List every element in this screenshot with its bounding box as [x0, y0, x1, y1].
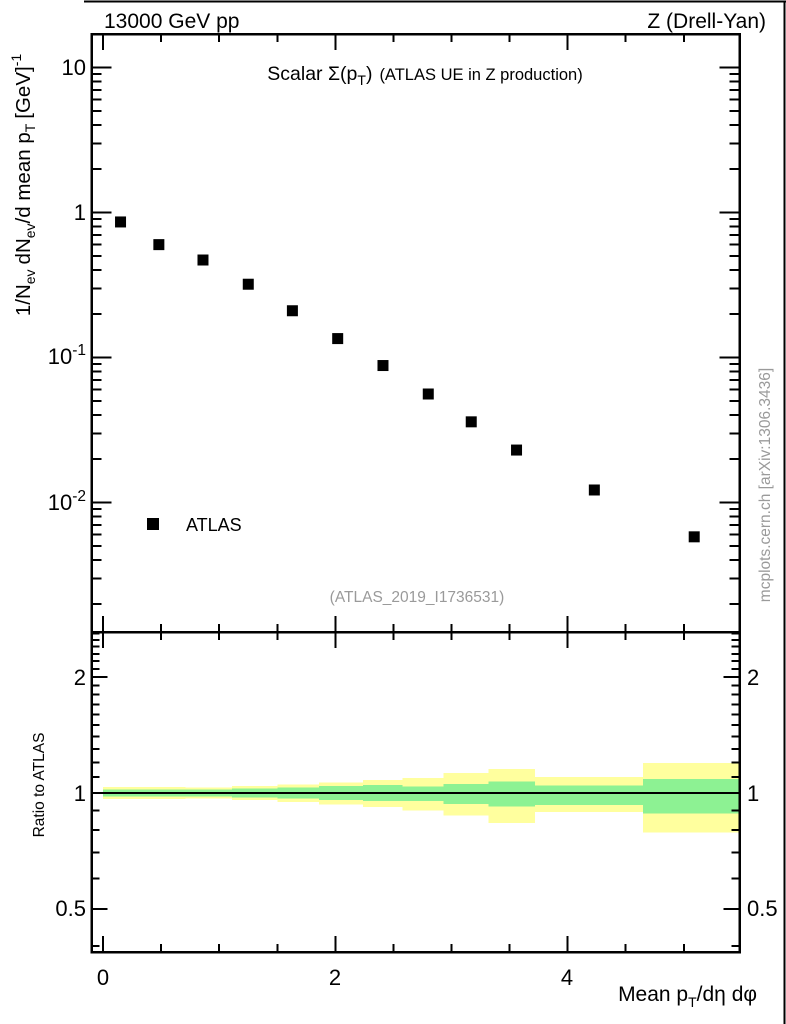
data-point-marker [286, 305, 298, 317]
data-point-marker [588, 484, 600, 496]
data-point-marker [115, 216, 127, 228]
data-point-marker [377, 360, 389, 372]
y-tick-label-1e-1: 10-1 [48, 342, 86, 369]
tick-marks [91, 34, 740, 952]
y-tick-label-10: 10 [62, 55, 86, 80]
x-tick-label-4: 4 [561, 965, 573, 990]
data-points [115, 216, 700, 543]
analysis-watermark: (ATLAS_2019_I1736531) [330, 589, 505, 606]
canvas-border-line [84, 0, 786, 1024]
data-point-marker [465, 416, 477, 428]
data-point-marker [242, 278, 254, 290]
ratio-tick-right-1: 1 [747, 781, 759, 806]
y-axis-title: 1/NevdNev/d mean pT[GeV]-1 [8, 54, 38, 317]
band-segment-inner-uncertainty [643, 779, 740, 814]
data-point-marker [511, 444, 523, 456]
x-axis-title: Mean pT/dη dφ [618, 983, 757, 1010]
header-beam-energy: 13000 GeV pp [104, 10, 239, 33]
data-point-marker [688, 531, 700, 543]
y-tick-label-1e-2: 10-2 [48, 488, 86, 515]
canvas-border [84, 0, 786, 1024]
axis-ticks [91, 34, 740, 952]
plot-title: Scalar Σ(pT) (ATLAS UE in Z production) [267, 63, 582, 88]
panel-frames [90, 32, 741, 954]
data-point-marker [197, 254, 209, 266]
ratio-uncertainty-bands [103, 763, 740, 833]
ratio-tick-left-1: 1 [74, 781, 86, 806]
band-segment-inner-uncertainty [443, 783, 489, 804]
main-panel-frame [90, 32, 741, 634]
ratio-y-axis-title: Ratio to ATLAS [31, 733, 48, 838]
mcplots-credit: mcplots.cern.ch [arXiv:1306.3436] [757, 368, 774, 602]
header-process: Z (Drell-Yan) [647, 10, 766, 33]
data-point-marker [153, 239, 165, 251]
data-point-marker [332, 333, 344, 345]
ratio-tick-left-05: 0.5 [55, 896, 86, 921]
ratio-tick-right-05: 0.5 [747, 896, 778, 921]
x-tick-label-0: 0 [97, 965, 109, 990]
legend-marker [147, 518, 159, 530]
y-tick-label-1: 1 [74, 200, 86, 225]
band-segment-inner-uncertainty [535, 785, 644, 806]
data-point-marker [422, 388, 434, 400]
ratio-tick-right-2: 2 [747, 665, 759, 690]
ratio-tick-left-2: 2 [74, 665, 86, 690]
x-tick-label-2: 2 [329, 965, 341, 990]
legend-label: ATLAS [186, 515, 242, 535]
